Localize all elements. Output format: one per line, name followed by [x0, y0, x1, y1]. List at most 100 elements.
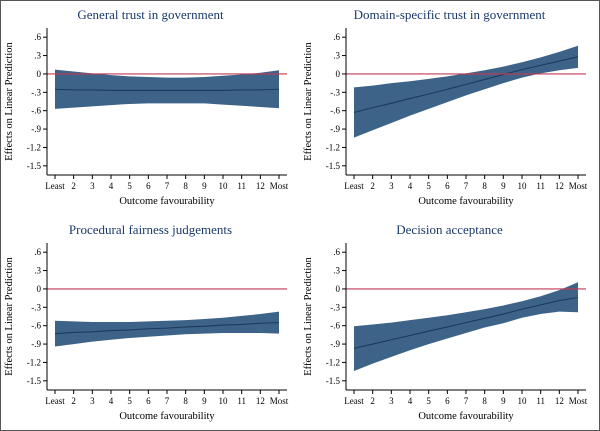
x-tick-label: Most — [270, 181, 289, 191]
y-tick-label: .3 — [34, 265, 41, 275]
x-tick-label: 2 — [71, 396, 76, 406]
plot-procedural-fairness: .6 .3 0 -.3 -.6 -.9 -1.2 -1.5 Least 2 3 4 5 6 7 8 9 10 11 1… — [4, 242, 289, 422]
x-tick-label: 12 — [256, 181, 265, 191]
x-tick-label: Most — [569, 396, 588, 406]
x-tick-label: 6 — [146, 181, 151, 191]
x-tick-label: Least — [45, 396, 65, 406]
effect-line — [353, 56, 579, 114]
y-tick-label: 0 — [336, 283, 341, 293]
y-axis-title: Effects on Linear Prediction — [303, 256, 314, 375]
y-tick-label: 0 — [37, 283, 42, 293]
y-tick-label: -.3 — [31, 87, 41, 97]
x-tick-label: 12 — [555, 396, 564, 406]
x-tick-label: 10 — [219, 181, 229, 191]
x-tick-label: 3 — [389, 396, 394, 406]
x-tick-label: 11 — [237, 181, 246, 191]
x-tick-label: 4 — [408, 396, 413, 406]
x-tick-label: Least — [344, 396, 364, 406]
y-tick-label: .3 — [34, 51, 41, 61]
confidence-band — [354, 45, 578, 138]
x-tick-label: 2 — [370, 396, 375, 406]
x-tick-label: 7 — [165, 396, 170, 406]
x-axis-title: Outcome favourability — [418, 196, 514, 207]
x-tick-label: 8 — [183, 181, 188, 191]
y-tick-label: -1.5 — [27, 161, 42, 171]
y-tick-label: .6 — [34, 247, 41, 257]
x-tick-label: 6 — [445, 181, 450, 191]
y-tick-label: 0 — [336, 69, 341, 79]
y-tick-label: -.9 — [330, 339, 340, 349]
y-tick-label: -.9 — [31, 339, 41, 349]
x-tick-label: 10 — [518, 181, 528, 191]
y-tick-label: -1.5 — [326, 161, 341, 171]
y-tick-label: .3 — [333, 265, 340, 275]
x-tick-label: 8 — [482, 181, 487, 191]
panel-procedural-fairness: Procedural fairness judgements .6 .3 0 -.3 -… — [1, 215, 300, 430]
x-tick-label: 9 — [501, 396, 506, 406]
x-tick-label: 9 — [501, 181, 506, 191]
panel-decision-acceptance: Decision acceptance .6 .3 0 -.3 -.6 -.9 -1.2 -1… — [300, 215, 599, 430]
x-tick-label: 4 — [408, 181, 413, 191]
x-tick-label: 5 — [127, 181, 132, 191]
plot-decision-acceptance: .6 .3 0 -.3 -.6 -.9 -1.2 -1.5 Least 2 3 4 5 6 7 8 9 10 11 1… — [303, 242, 588, 422]
x-tick-label: 8 — [482, 396, 487, 406]
y-tick-label: -.3 — [330, 302, 340, 312]
y-tick-label: -.6 — [31, 106, 41, 116]
panel-domain-trust: Domain-specific trust in government .6 .3… — [300, 1, 599, 216]
y-tick-label: -.3 — [330, 87, 340, 97]
x-tick-label: 3 — [90, 181, 95, 191]
confidence-band — [55, 69, 279, 109]
x-tick-label: 9 — [202, 396, 207, 406]
y-tick-label: .6 — [333, 32, 340, 42]
panel-title-domain-trust: Domain-specific trust in government — [353, 7, 546, 22]
y-tick-label: .6 — [34, 32, 41, 42]
y-axis-title: Effects on Linear Prediction — [4, 42, 15, 161]
x-tick-label: 4 — [109, 181, 114, 191]
y-tick-label: -1.2 — [27, 357, 41, 367]
x-tick-label: 5 — [426, 181, 431, 191]
x-tick-label: 11 — [536, 181, 545, 191]
x-tick-label: 7 — [464, 181, 469, 191]
y-tick-label: -1.5 — [27, 375, 42, 385]
x-axis-title: Outcome favourability — [418, 411, 514, 422]
panel-title-decision-acceptance: Decision acceptance — [396, 221, 503, 237]
panel-title-general-trust: General trust in government — [77, 7, 224, 22]
y-tick-label: -.9 — [330, 124, 340, 134]
x-tick-label: 6 — [445, 396, 450, 406]
y-tick-label: 0 — [37, 69, 42, 79]
y-tick-label: .3 — [333, 51, 340, 61]
confidence-band — [354, 281, 578, 371]
y-tick-label: -.9 — [31, 124, 41, 134]
x-tick-label: 10 — [518, 396, 528, 406]
y-tick-label: .6 — [333, 247, 340, 257]
x-tick-label: 3 — [389, 181, 394, 191]
x-tick-label: 12 — [256, 396, 265, 406]
x-tick-label: Least — [45, 181, 65, 191]
panel-title-procedural-fairness: Procedural fairness judgements — [68, 221, 233, 237]
x-tick-label: 11 — [536, 396, 545, 406]
y-tick-label: -.6 — [330, 106, 340, 116]
x-tick-label: 12 — [555, 181, 564, 191]
y-tick-label: -.3 — [31, 302, 41, 312]
effect-line — [54, 321, 280, 334]
x-tick-label: Most — [569, 181, 588, 191]
effect-line — [353, 296, 579, 349]
x-axis-title: Outcome favourability — [119, 411, 215, 422]
panel-general-trust: General trust in government .6 .3 0 -.3 -.6 -… — [1, 1, 300, 216]
x-tick-label: 8 — [183, 396, 188, 406]
x-tick-label: 4 — [109, 396, 114, 406]
x-tick-label: 5 — [127, 396, 132, 406]
x-tick-label: 3 — [90, 396, 95, 406]
x-tick-label: 7 — [165, 181, 170, 191]
x-tick-label: 7 — [464, 396, 469, 406]
y-tick-label: -1.2 — [326, 357, 340, 367]
y-tick-label: -.6 — [31, 320, 41, 330]
x-tick-label: 9 — [202, 181, 207, 191]
effect-line — [54, 88, 280, 92]
y-tick-label: -1.2 — [27, 142, 41, 152]
x-tick-label: 2 — [71, 181, 76, 191]
x-tick-label: 6 — [146, 396, 151, 406]
x-tick-label: 5 — [426, 396, 431, 406]
x-tick-label: Most — [270, 396, 289, 406]
